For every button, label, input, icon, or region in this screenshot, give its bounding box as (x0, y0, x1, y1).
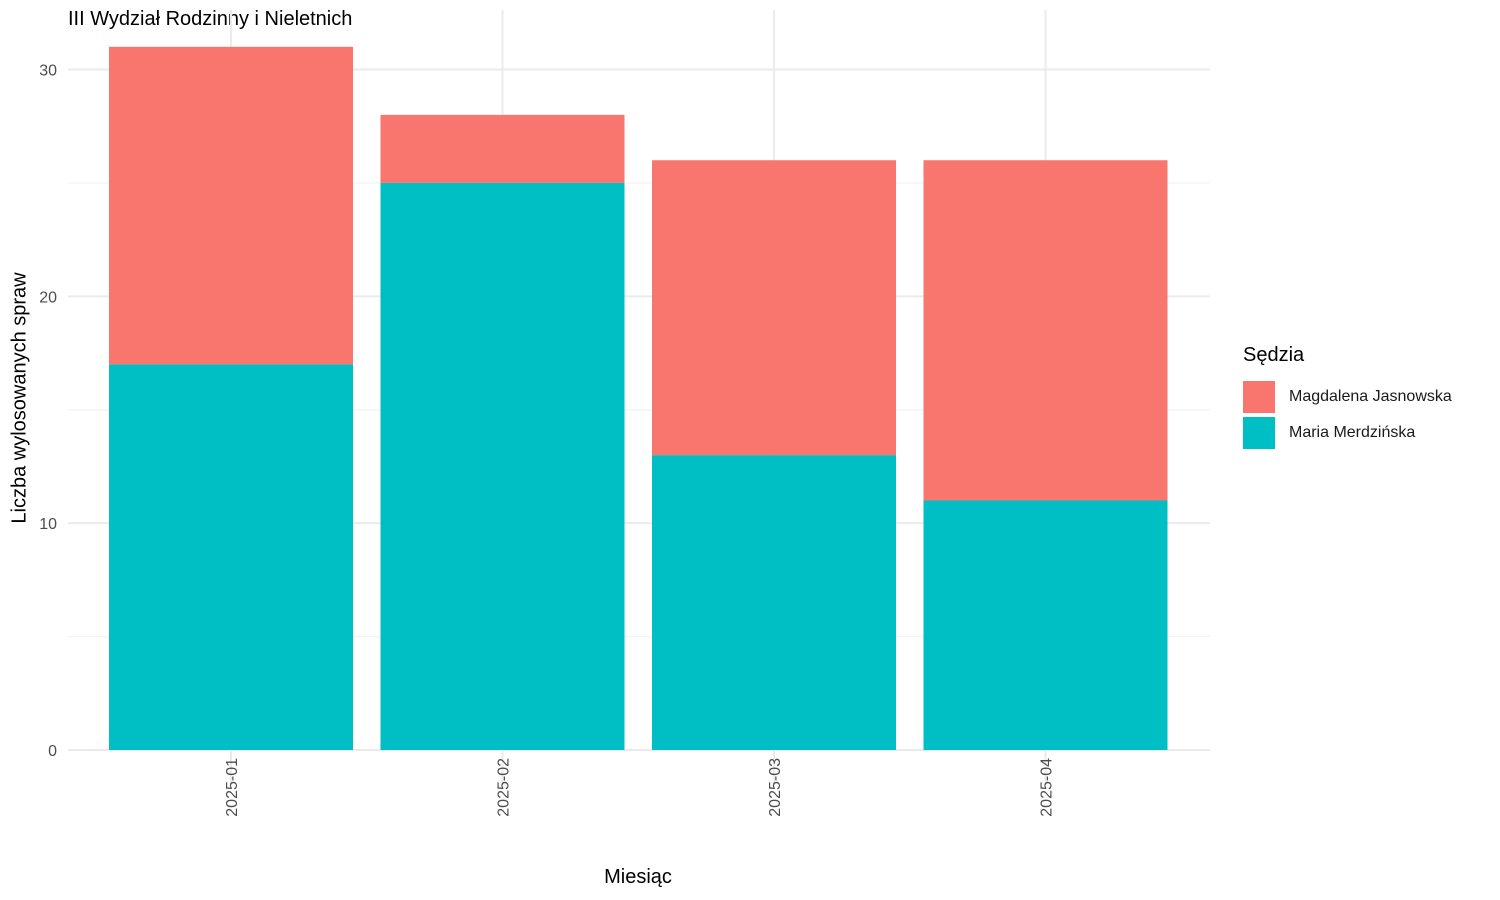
chart-title: III Wydział Rodzinny i Nieletnich (68, 8, 353, 30)
y-tick-label: 0 (48, 743, 57, 760)
bar-segment (380, 182, 625, 750)
legend-item-magdalena-jasnowska: Magdalena Jasnowska (1243, 379, 1452, 415)
y-tick-label: 30 (39, 63, 57, 80)
bars (109, 46, 1168, 750)
bar-segment (109, 364, 353, 750)
x-axis-label: Miesiąc (604, 866, 672, 888)
legend-label: Maria Merdzińska (1289, 424, 1416, 441)
bar-segment (652, 455, 896, 750)
x-tick-label: 2025-04 (1039, 758, 1056, 817)
y-axis-label: Liczba wylosowanych spraw (8, 272, 31, 524)
y-tick-label: 20 (39, 289, 57, 306)
bar-segment (923, 160, 1168, 501)
x-tick-label: 2025-01 (224, 758, 241, 817)
bar-segment (380, 114, 625, 183)
legend-item-maria-merdzinska: Maria Merdzińska (1243, 415, 1452, 451)
legend-title: Sędzia (1243, 344, 1305, 366)
bar-segment (652, 160, 896, 456)
x-tick-label: 2025-03 (767, 758, 784, 817)
bar-segment (109, 46, 353, 365)
legend: Sędzia Magdalena Jasnowska Maria Merdziń… (1243, 344, 1452, 451)
x-axis-ticks: 2025-01 2025-02 2025-03 2025-04 (224, 758, 1056, 817)
legend-swatch-magdalena-jasnowska (1243, 381, 1275, 413)
legend-swatch-maria-merdzinska (1243, 417, 1275, 449)
bar-segment (923, 500, 1168, 750)
y-axis-ticks: 0 10 20 30 (39, 63, 57, 761)
legend-label: Magdalena Jasnowska (1289, 388, 1452, 405)
x-tick-label: 2025-02 (496, 758, 513, 817)
y-tick-label: 10 (39, 516, 57, 533)
